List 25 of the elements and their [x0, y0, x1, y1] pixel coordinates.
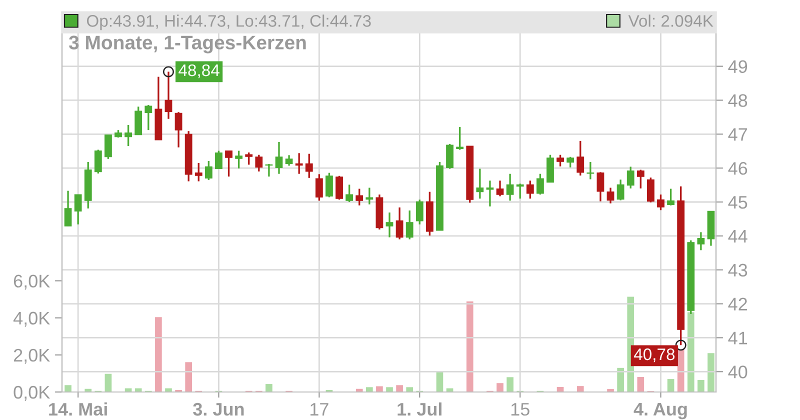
y-tick-label: 45	[728, 196, 748, 209]
y-tick-label: 48	[728, 94, 748, 107]
annotation: 40,78	[634, 348, 675, 362]
y2-tick-label: 0,0K	[14, 386, 50, 401]
y-tick-label: 41	[728, 332, 748, 344]
y-tick-label: 47	[728, 128, 747, 141]
y-tick-label: 42	[728, 298, 747, 310]
y-tick-label: 43	[728, 264, 748, 277]
legend-label: Vol: 2.094K	[628, 14, 714, 27]
y-tick-label: 44	[728, 230, 748, 242]
x-tick-label: 15	[511, 403, 530, 416]
y-tick-label: 49	[728, 60, 748, 74]
x-tick-label: 4. Aug	[634, 403, 687, 420]
annotation: 48,84	[178, 64, 220, 78]
x-tick-label: 3. Jun	[193, 402, 244, 416]
y-tick-label: 46	[728, 162, 748, 175]
legend-label: Op:43.91, Hi:44.73, Lo:43.71, Cl:44.73	[86, 14, 371, 30]
x-tick-label: 17	[310, 403, 328, 416]
text: 3 Monate, 1-Tages-Kerzen	[68, 36, 306, 54]
y-tick-label: 40	[728, 366, 748, 378]
y2-tick-label: 2,0K	[14, 348, 50, 364]
x-tick-label: 14. Mai	[49, 402, 107, 416]
y2-tick-label: 4,0K	[13, 312, 50, 327]
x-tick-label: 1. Jul	[398, 402, 442, 416]
y2-tick-label: 6,0K	[14, 274, 50, 290]
